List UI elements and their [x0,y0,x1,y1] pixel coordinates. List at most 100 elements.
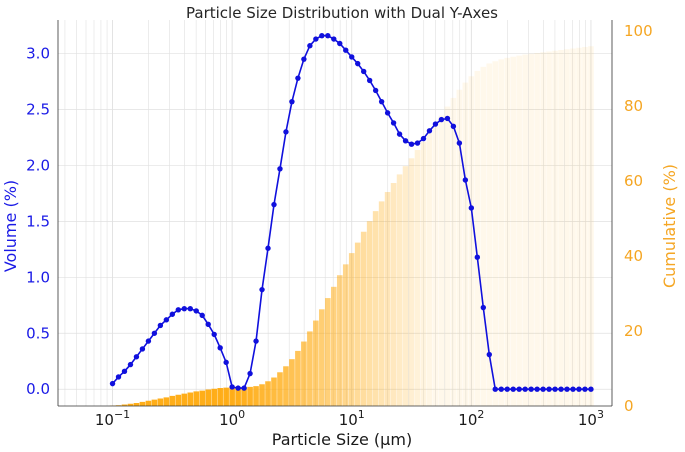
volume-point [295,75,301,81]
cumulative-bar [211,388,217,406]
volume-point [438,116,445,123]
cumulative-bar [175,394,182,406]
y-tick-left: 0.0 [26,380,50,398]
cumulative-bars [109,46,594,407]
cumulative-bar [265,381,271,406]
cumulative-bar [486,63,493,407]
volume-point [349,54,355,60]
cumulative-bar [438,115,445,406]
volume-point [253,338,259,344]
cumulative-bar [546,51,552,406]
volume-point [259,286,265,293]
volume-point [265,245,271,251]
cumulative-bar [205,389,212,406]
volume-point [145,338,152,344]
cumulative-bar [408,158,415,406]
volume-point [181,305,187,312]
volume-point [462,177,469,183]
volume-point [486,351,492,358]
cumulative-bar [444,106,451,406]
cumulative-bar [402,166,409,406]
volume-point [372,87,379,94]
y-tick-left: 1.0 [26,268,50,286]
cumulative-bar [235,387,241,406]
cumulative-bar [307,331,313,406]
volume-point [301,56,307,62]
cumulative-bar [151,399,158,406]
volume-point [289,98,295,105]
y-tick-left: 2.0 [26,156,50,174]
y-tick-left: 0.5 [26,324,50,342]
cumulative-bar [558,49,564,406]
cumulative-bar [552,50,558,406]
volume-point [187,305,193,312]
cumulative-bar [336,275,343,406]
volume-point [534,386,540,392]
volume-point [480,304,486,311]
cumulative-bar [169,395,176,406]
cumulative-bar [199,390,206,406]
volume-point [582,386,588,392]
cumulative-bar [420,141,427,406]
cumulative-bar [480,66,487,406]
cumulative-bar [462,82,469,406]
cumulative-bar [295,350,301,406]
volume-point [492,386,498,392]
volume-point [235,385,241,391]
cumulative-bar [360,231,367,406]
y-axis-left-label: Volume (%) [1,180,20,272]
cumulative-bar [187,392,194,406]
volume-point [139,346,146,352]
volume-point [402,138,409,144]
cumulative-bar [396,174,403,406]
cumulative-bar [414,150,421,406]
volume-point [355,60,361,67]
cumulative-bar [474,70,481,407]
volume-point [456,140,463,146]
volume-point [211,331,217,338]
cumulative-bar [582,46,588,407]
volume-point [564,386,570,392]
cumulative-bar [540,52,546,406]
volume-point [169,311,176,317]
cumulative-bar [253,386,259,406]
x-axis-label: Particle Size (µm) [272,430,412,449]
cumulative-bar [301,341,307,406]
cumulative-bar [366,221,373,406]
cumulative-bar [163,397,170,406]
cumulative-bar [390,183,397,406]
tick-labels: 0.0 0.5 1.0 1.5 2.0 2.5 3.0 0 20 40 60 80 100 10−1 100… [26,22,653,429]
cumulative-bar [145,400,152,406]
volume-point [319,32,325,39]
volume-point [474,254,481,260]
volume-point [504,386,510,392]
volume-point [133,354,140,360]
cumulative-bar [522,54,528,407]
cumulative-bar [223,387,229,406]
cumulative-bar [325,298,331,406]
volume-point [331,36,337,42]
cumulative-bar [157,398,164,406]
cumulative-bar [348,253,355,406]
volume-point [384,110,391,116]
cumulative-bar [289,359,295,406]
volume-point [588,386,594,392]
cumulative-bar [534,52,540,407]
cumulative-bar [133,403,140,406]
x-tick: 103 [578,408,604,429]
x-tick: 100 [219,408,245,429]
volume-point [271,201,277,208]
volume-point [199,312,205,319]
volume-point [390,120,397,126]
cumulative-bar [181,393,188,406]
volume-point [498,386,504,392]
cumulative-bar [498,59,505,406]
volume-point [175,307,182,313]
x-tick: 10−1 [95,408,130,429]
y-tick-right: 80 [624,97,643,115]
volume-point [127,361,134,368]
y-tick-left: 3.0 [26,45,50,63]
cumulative-bar [121,404,128,406]
volume-point [283,129,289,135]
